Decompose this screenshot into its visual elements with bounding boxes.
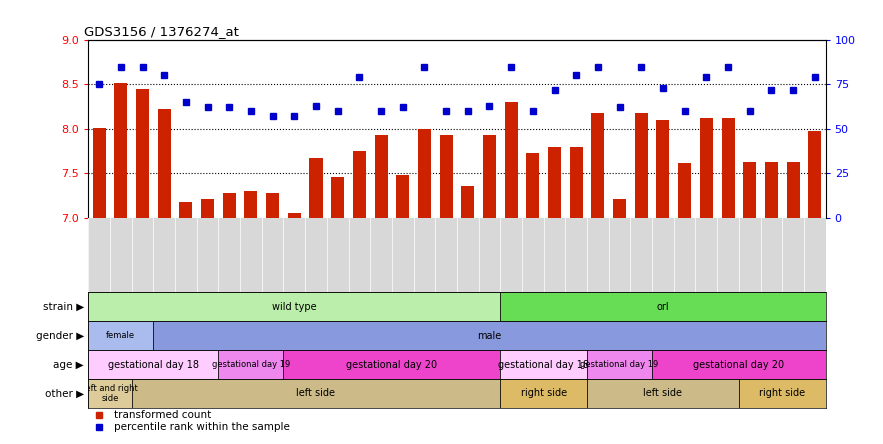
Bar (266, 193, 279, 218)
Bar (587, 350, 653, 379)
Bar (88, 321, 154, 350)
Bar (201, 199, 214, 218)
Text: age ▶: age ▶ (53, 360, 84, 370)
Bar (288, 213, 301, 218)
Bar (396, 175, 409, 218)
Bar (526, 153, 540, 218)
Text: percentile rank within the sample: percentile rank within the sample (114, 422, 290, 432)
Bar (283, 350, 501, 379)
Bar (353, 151, 366, 218)
Bar (587, 379, 739, 408)
Bar (592, 113, 604, 218)
Bar (331, 177, 344, 218)
Bar (132, 379, 501, 408)
Bar (721, 118, 735, 218)
Text: gestational day 18: gestational day 18 (498, 360, 589, 370)
Bar (653, 350, 826, 379)
Text: gestational day 20: gestational day 20 (693, 360, 784, 370)
Bar (505, 102, 517, 218)
Text: transformed count: transformed count (114, 410, 211, 420)
Bar (548, 147, 561, 218)
Bar (88, 350, 218, 379)
Text: strain ▶: strain ▶ (42, 302, 84, 312)
Bar (700, 118, 713, 218)
Bar (136, 89, 149, 218)
Bar (309, 158, 322, 218)
Text: left side: left side (644, 388, 683, 399)
Bar (218, 350, 283, 379)
Text: GDS3156 / 1376274_at: GDS3156 / 1376274_at (84, 25, 238, 38)
Text: male: male (478, 331, 502, 341)
Bar (418, 129, 431, 218)
Bar (787, 162, 800, 218)
Bar (223, 193, 236, 218)
Bar (635, 113, 648, 218)
Text: left side: left side (297, 388, 336, 399)
Bar (114, 83, 127, 218)
Bar (613, 199, 626, 218)
Bar (765, 162, 778, 218)
Bar (570, 147, 583, 218)
Text: wild type: wild type (272, 302, 317, 312)
Bar (656, 120, 669, 218)
Bar (739, 379, 826, 408)
Bar (501, 293, 826, 321)
Bar (179, 202, 192, 218)
Text: left and right
side: left and right side (83, 384, 138, 403)
Bar (501, 379, 587, 408)
Bar (374, 135, 388, 218)
Text: gestational day 19: gestational day 19 (212, 360, 291, 369)
Bar (743, 162, 756, 218)
Text: orl: orl (657, 302, 669, 312)
Bar (158, 109, 170, 218)
Text: female: female (106, 331, 135, 340)
Text: gestational day 19: gestational day 19 (580, 360, 659, 369)
Bar (245, 191, 258, 218)
Text: gestational day 20: gestational day 20 (346, 360, 437, 370)
Text: other ▶: other ▶ (45, 388, 84, 399)
Bar (808, 131, 821, 218)
Bar (88, 293, 501, 321)
Text: gender ▶: gender ▶ (35, 331, 84, 341)
Bar (483, 135, 496, 218)
Bar (461, 186, 474, 218)
Bar (93, 128, 106, 218)
Text: right side: right side (521, 388, 567, 399)
Bar (678, 163, 691, 218)
Bar (88, 379, 132, 408)
Text: gestational day 18: gestational day 18 (108, 360, 199, 370)
Text: right side: right side (759, 388, 805, 399)
Bar (501, 350, 587, 379)
Bar (440, 135, 453, 218)
